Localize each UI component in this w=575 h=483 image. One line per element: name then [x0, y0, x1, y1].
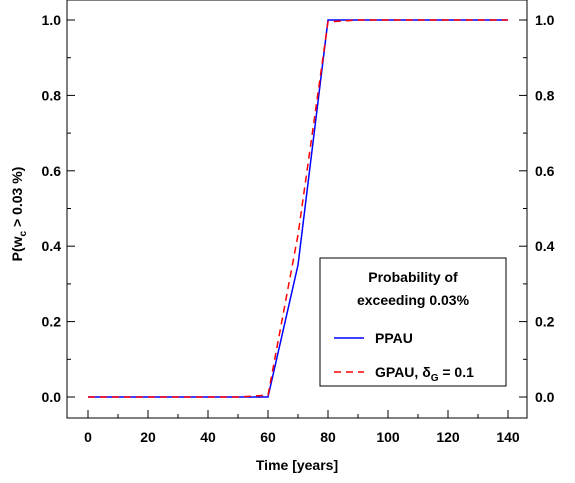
legend-title-line2: exceeding 0.03%: [357, 292, 470, 308]
x-tick-label: 120: [436, 429, 460, 445]
x-axis-title: Time [years]: [256, 457, 338, 473]
y-tick-label-right: 0.6: [535, 163, 555, 179]
y-tick-label-left: 0.0: [42, 389, 62, 405]
x-tick-label: 0: [84, 429, 92, 445]
tick-marks: [67, 19, 527, 418]
tick-labels: 0 20 40 60 80 100 120 140 0.0 0.0 0.2 0.2 0.4 0.4 0.6 0…: [42, 12, 555, 445]
x-tick-label: 60: [260, 429, 276, 445]
y-tick-label-left: 0.6: [42, 163, 62, 179]
y-axis-title: P(wc > 0.03 %): [9, 167, 29, 262]
legend: Probability of exceeding 0.03% PPAU GPAU…: [319, 257, 507, 387]
x-tick-label: 140: [496, 429, 520, 445]
y-tick-label-right: 1.0: [535, 12, 555, 28]
x-tick-label: 40: [200, 429, 216, 445]
x-tick-label: 80: [320, 429, 336, 445]
y-tick-label-right: 0.8: [535, 87, 555, 103]
y-tick-label-right: 0.0: [535, 389, 555, 405]
legend-title-line1: Probability of: [368, 269, 458, 285]
y-tick-label-right: 0.4: [535, 238, 555, 254]
y-tick-label-left: 0.2: [42, 314, 62, 330]
y-tick-label-left: 0.8: [42, 87, 62, 103]
x-tick-label: 100: [376, 429, 400, 445]
legend-label-ppau: PPAU: [375, 330, 413, 346]
series-lines: [88, 19, 508, 398]
series-line-ppau: [88, 19, 508, 398]
y-tick-label-left: 1.0: [42, 12, 62, 28]
y-tick-label-left: 0.4: [42, 238, 62, 254]
legend-box: [319, 257, 507, 387]
y-tick-label-right: 0.2: [535, 314, 555, 330]
legend-label-gpau: GPAU, δG = 0.1: [375, 364, 474, 384]
x-tick-label: 20: [140, 429, 156, 445]
